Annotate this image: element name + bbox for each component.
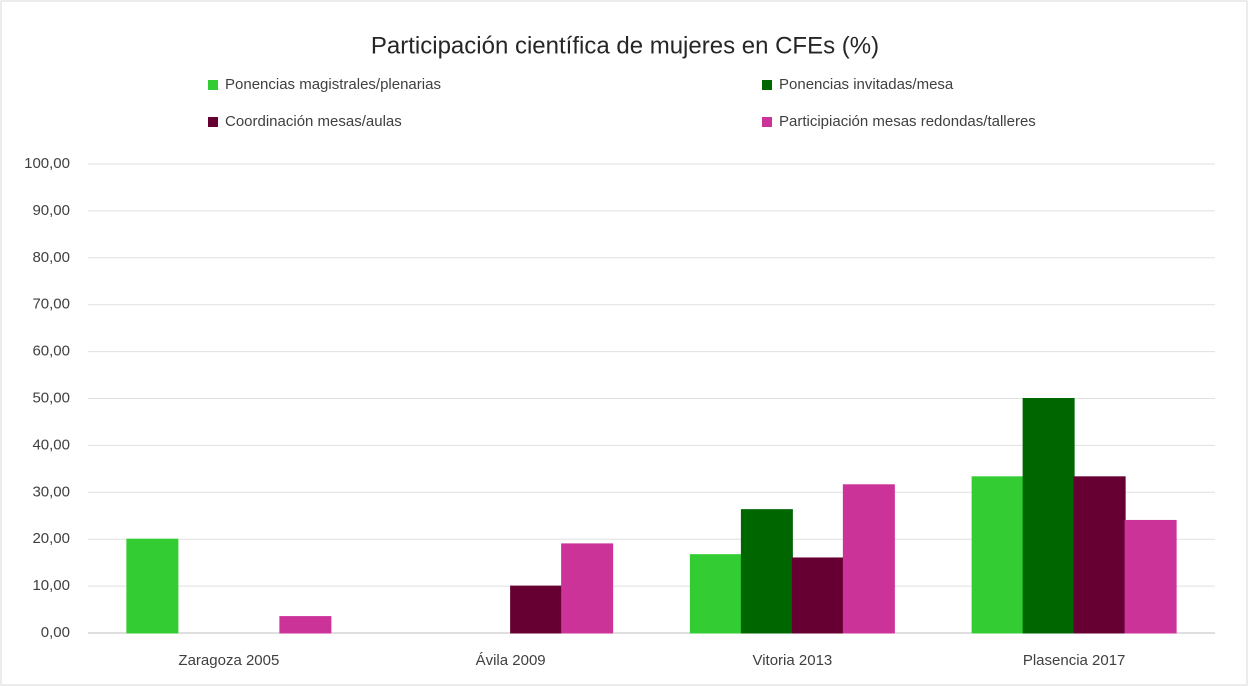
bar — [1124, 519, 1177, 634]
legend-swatch — [208, 117, 218, 127]
bar — [740, 509, 793, 634]
chart-title: Participación científica de mujeres en C… — [371, 32, 879, 59]
bar — [1073, 476, 1126, 634]
y-tick-label: 70,00 — [32, 296, 70, 313]
bar — [689, 554, 742, 634]
y-tick-label: 60,00 — [32, 343, 70, 360]
x-tick-label: Ávila 2009 — [476, 652, 546, 669]
y-tick-label: 0,00 — [41, 624, 70, 641]
x-tick-label: Vitoria 2013 — [752, 652, 832, 669]
bar — [279, 616, 332, 634]
legend-swatch — [208, 80, 218, 90]
legend-label: Participiación mesas redondas/talleres — [779, 113, 1036, 130]
bar — [1022, 398, 1075, 634]
bar — [561, 543, 614, 634]
x-tick-label: Zaragoza 2005 — [178, 652, 279, 669]
bar — [510, 585, 563, 634]
bar — [971, 476, 1024, 634]
y-tick-label: 90,00 — [32, 202, 70, 219]
y-tick-label: 50,00 — [32, 389, 70, 406]
legend-swatch — [762, 117, 772, 127]
legend-label: Ponencias magistrales/plenarias — [225, 76, 441, 93]
legend-label: Ponencias invitadas/mesa — [779, 76, 954, 93]
bar — [791, 557, 844, 634]
y-tick-label: 20,00 — [32, 530, 70, 547]
legend-swatch — [762, 80, 772, 90]
y-tick-label: 80,00 — [32, 249, 70, 266]
bar — [126, 538, 179, 634]
y-tick-label: 10,00 — [32, 577, 70, 594]
x-tick-label: Plasencia 2017 — [1023, 652, 1126, 669]
bar — [842, 484, 895, 634]
y-tick-label: 30,00 — [32, 483, 70, 500]
y-tick-label: 40,00 — [32, 436, 70, 453]
legend-label: Coordinación mesas/aulas — [225, 113, 402, 130]
y-tick-label: 100,00 — [24, 155, 70, 172]
